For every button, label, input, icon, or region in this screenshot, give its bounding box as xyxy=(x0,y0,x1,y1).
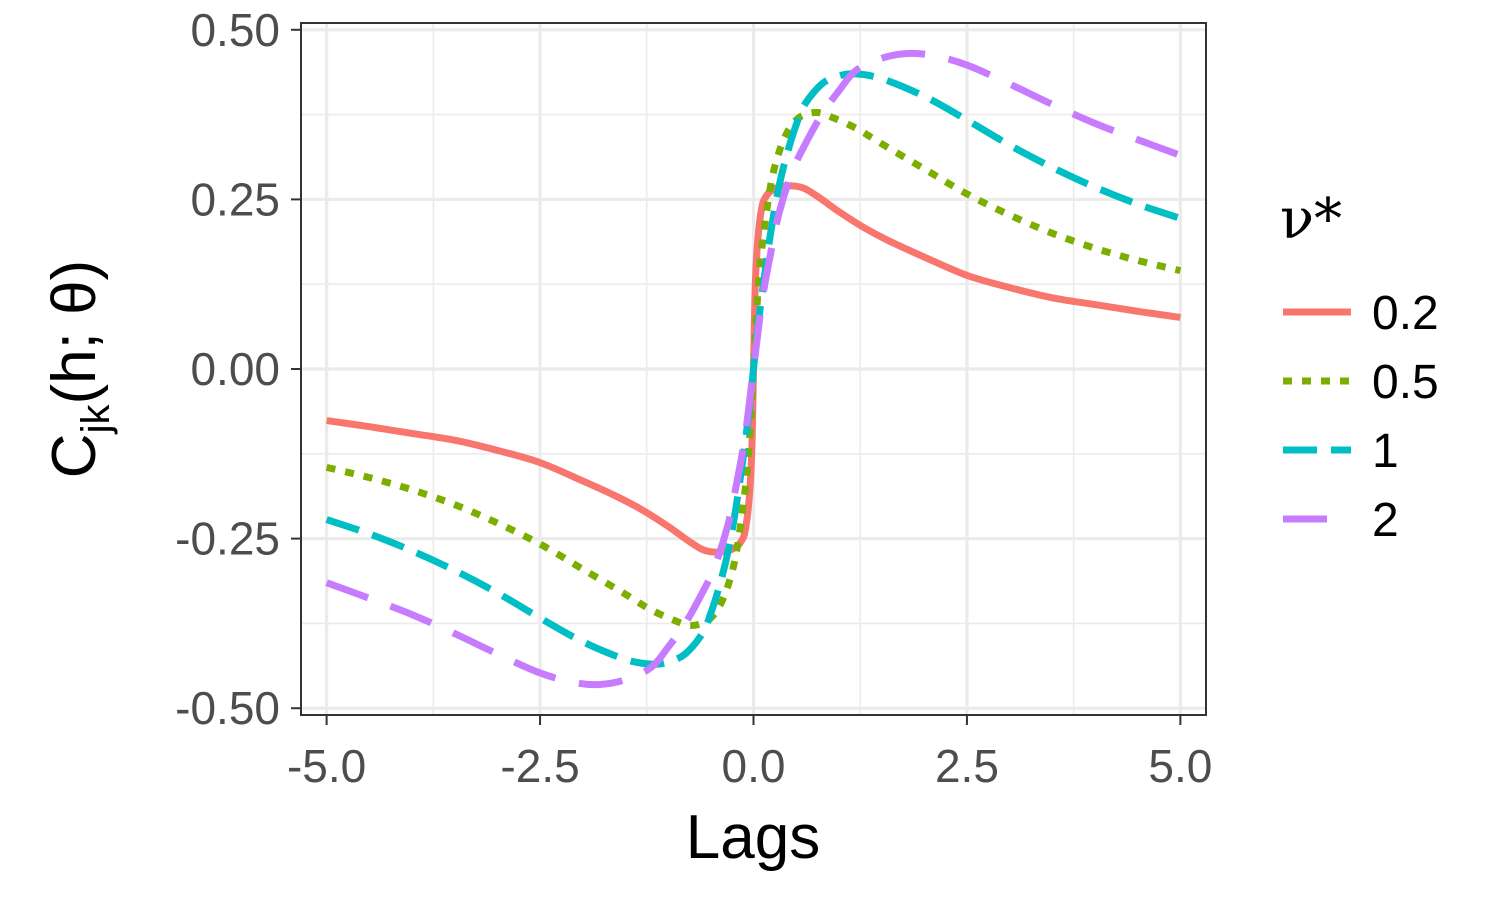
legend-label-1: 1 xyxy=(1372,425,1399,478)
y-tick-label: 0.25 xyxy=(190,173,280,225)
x-tick-label: -2.5 xyxy=(500,740,579,792)
x-axis: -5.0 -2.5 0.0 2.5 5.0 xyxy=(287,715,1212,792)
x-tick-label: 5.0 xyxy=(1148,740,1212,792)
legend-label-0.2: 0.2 xyxy=(1372,287,1439,340)
x-tick-label: 2.5 xyxy=(935,740,999,792)
y-tick-label: 0.00 xyxy=(190,343,280,395)
x-axis-title: Lags xyxy=(686,803,820,872)
y-tick-label: 0.50 xyxy=(190,4,280,56)
series-layer xyxy=(325,49,1182,689)
x-tick-label: -5.0 xyxy=(287,740,366,792)
y-axis-title-subscript: jk xyxy=(74,404,118,435)
legend-label-2: 2 xyxy=(1372,494,1399,547)
y-axis-title-rest: (h; θ) xyxy=(40,260,109,405)
y-axis-title: Cjk(h; θ) xyxy=(40,260,118,478)
y-tick-label: -0.50 xyxy=(175,682,280,734)
legend-label-0.5: 0.5 xyxy=(1372,356,1439,409)
series-line-1 xyxy=(325,70,1182,668)
legend-items: 0.2 0.5 1 2 xyxy=(1283,287,1439,547)
y-tick-label: -0.25 xyxy=(175,513,280,565)
y-axis-title-main: C xyxy=(40,433,109,478)
legend-title: ν* xyxy=(1280,187,1342,252)
legend: ν* 0.2 0.5 1 2 xyxy=(1280,187,1439,547)
y-axis: -0.50 -0.25 0.00 0.25 0.50 xyxy=(175,4,301,734)
x-tick-label: 0.0 xyxy=(722,740,786,792)
